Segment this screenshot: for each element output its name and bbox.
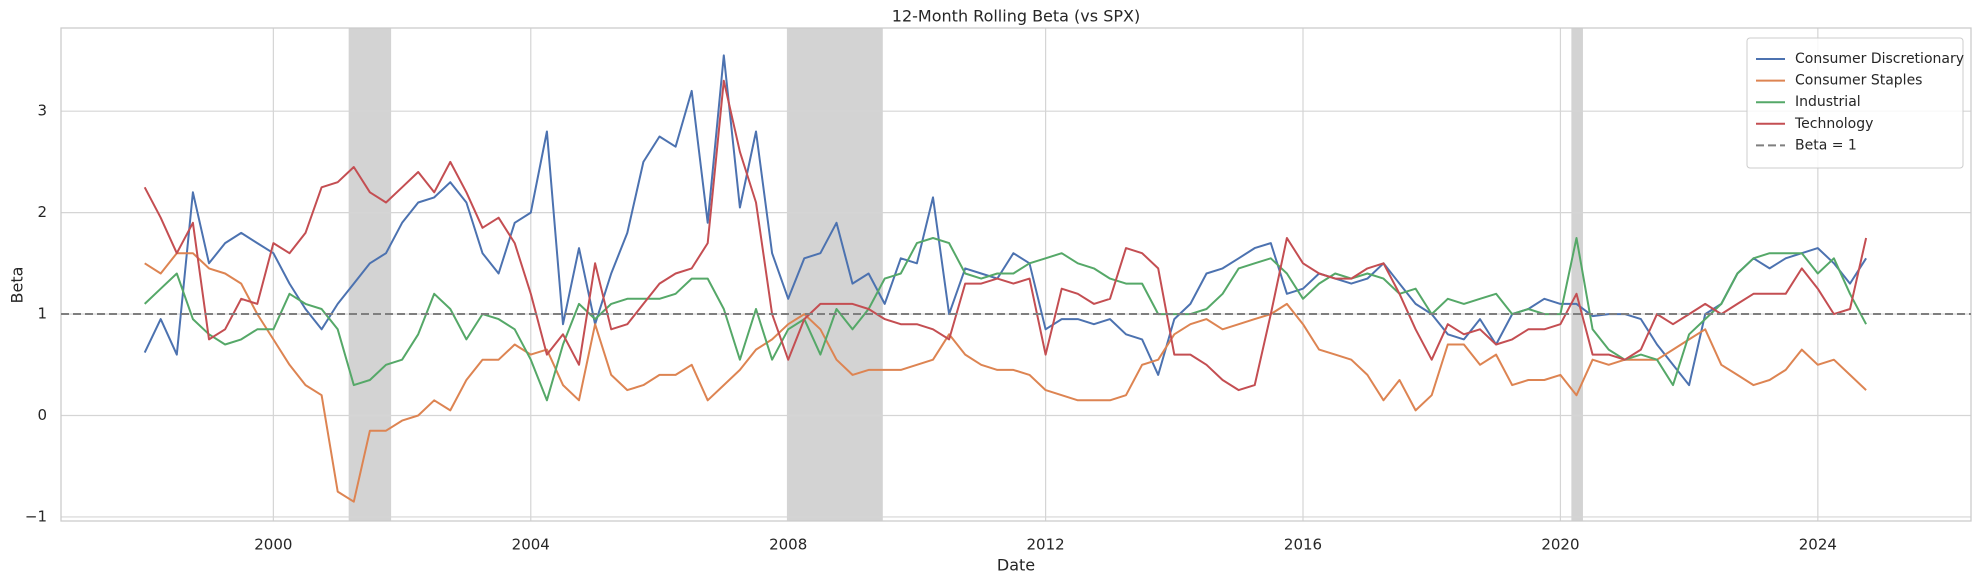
y-tick-label: 0 [37, 406, 47, 424]
x-tick-label: 2004 [512, 536, 550, 554]
y-tick-label: 2 [37, 203, 47, 221]
legend-label: Consumer Staples [1795, 73, 1922, 89]
x-tick-label: 2012 [1027, 536, 1065, 554]
chart-title: 12-Month Rolling Beta (vs SPX) [892, 7, 1140, 26]
legend-label: Industrial [1795, 94, 1861, 110]
series-line [144, 237, 1867, 402]
x-tick-label: 2008 [769, 536, 807, 554]
legend: Consumer Discretionary Consumer Staples In… [1746, 37, 1964, 169]
plot-frame [60, 27, 1972, 522]
series-line [143, 79, 1868, 392]
x-tick-label: 2020 [1541, 536, 1579, 554]
x-axis-label: Date [997, 556, 1035, 575]
y-tick-label: 3 [37, 102, 47, 120]
shaded-region [1571, 28, 1583, 521]
y-axis-label: Beta [8, 267, 27, 304]
x-tick-label: 2016 [1284, 536, 1322, 554]
legend-box [1746, 37, 1964, 169]
legend-label: Consumer Discretionary [1795, 51, 1964, 67]
y-tick-label: 1 [37, 305, 47, 323]
shaded-region [348, 28, 392, 521]
series-line [144, 252, 1867, 503]
x-tick-label: 2024 [1799, 536, 1837, 554]
y-tick-label: −1 [25, 507, 47, 525]
x-tick-label: 2000 [254, 536, 292, 554]
legend-label: Technology [1794, 116, 1873, 132]
legend-label: Beta = 1 [1795, 137, 1857, 153]
